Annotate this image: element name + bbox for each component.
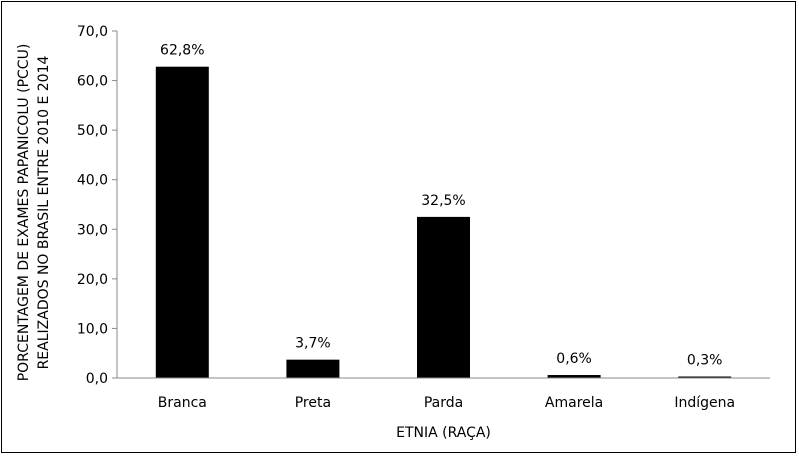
x-category-label: Preta [295, 395, 331, 411]
x-axis-category-labels: Branca Preta Parda Amarela Indígena [158, 395, 735, 411]
bar-amarela [547, 375, 601, 378]
data-label: 3,7% [295, 336, 331, 352]
y-tick-label: 70,0 [77, 24, 108, 40]
x-category-label: Amarela [545, 395, 603, 411]
bars [155, 66, 732, 378]
bar-branca [155, 66, 209, 378]
y-axis-title-line-2: REALIZADOS NO BRASIL ENTRE 2010 E 2014 [36, 55, 52, 369]
x-category-label: Indígena [674, 395, 735, 411]
bar-indigena [678, 376, 732, 378]
x-category-label: Parda [424, 395, 463, 411]
x-axis-title: ETNIA (RAÇA) [396, 425, 491, 441]
bar-preta [286, 359, 340, 378]
y-axis-ticks: 0,0 10,0 20,0 30,0 40,0 50,0 60,0 70,0 [77, 24, 117, 387]
bar-chart: PORCENTAGEM DE EXAMES PAPANICOLU (PCCU) … [16, 24, 770, 441]
y-tick-label: 20,0 [77, 272, 108, 288]
data-label: 0,6% [556, 351, 592, 367]
y-tick-label: 50,0 [77, 123, 108, 139]
y-tick-label: 30,0 [77, 222, 108, 238]
data-labels: 62,8% 3,7% 32,5% 0,6% 0,3% [160, 43, 722, 369]
bar-parda [417, 216, 470, 378]
y-tick-label: 10,0 [77, 321, 108, 337]
y-tick-label: 0,0 [86, 371, 108, 387]
data-label: 62,8% [160, 43, 204, 59]
y-tick-label: 40,0 [77, 173, 108, 189]
y-tick-label: 60,0 [77, 74, 108, 90]
data-label: 0,3% [687, 353, 723, 369]
y-axis-title-line-1: PORCENTAGEM DE EXAMES PAPANICOLU (PCCU) [16, 44, 32, 382]
y-axis-title: PORCENTAGEM DE EXAMES PAPANICOLU (PCCU) … [16, 44, 52, 382]
data-label: 32,5% [421, 193, 465, 209]
x-category-label: Branca [158, 395, 207, 411]
